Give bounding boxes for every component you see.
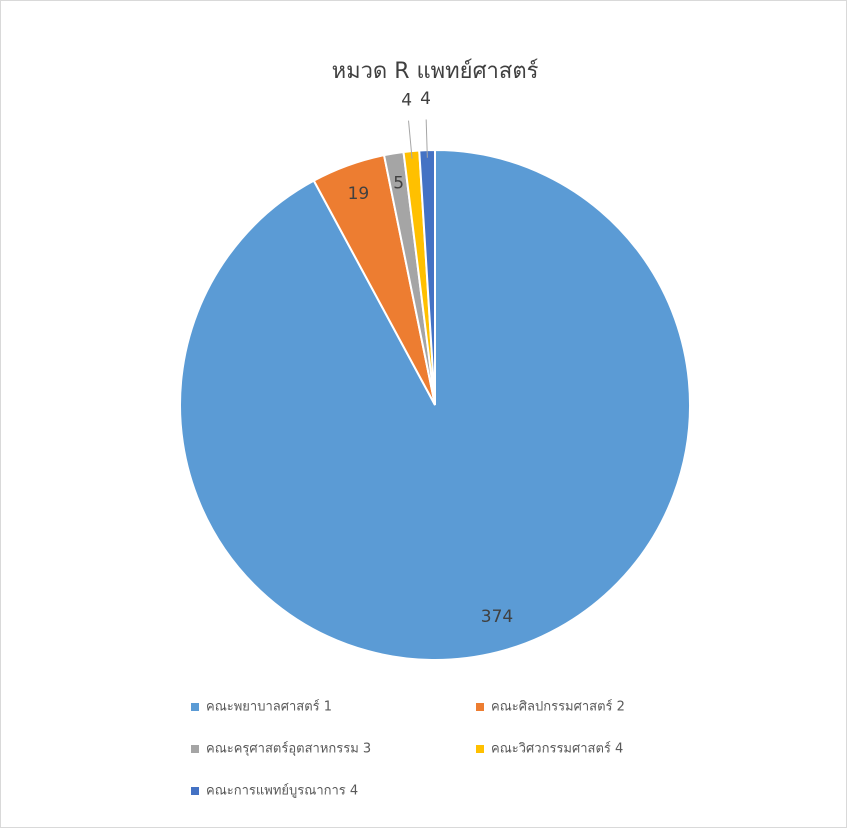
legend-swatch [476,703,484,711]
data-label: 4 [420,89,431,109]
legend-swatch [191,703,199,711]
legend-label: คณะพยาบาลศาสตร์ 1 [206,699,332,715]
data-label: 374 [481,607,513,627]
legend-swatch [476,745,484,753]
chart-title: หมวด R แพทย์ศาสตร์ [332,59,539,84]
leader-line [408,120,413,159]
legend-swatch [191,745,199,753]
legend-label: คณะศิลปกรรมศาสตร์ 2 [491,699,625,715]
leader-line [425,119,428,158]
legend-swatch [191,787,199,795]
legend-label: คณะการแพทย์บูรณาการ 4 [206,783,358,799]
legend-label: คณะวิศวกรรมศาสตร์ 4 [491,741,623,757]
legend-label: คณะครุศาสตร์อุตสาหกรรม 3 [206,741,371,757]
data-label: 4 [401,90,412,110]
data-label: 5 [393,174,404,194]
data-label: 19 [348,184,370,204]
